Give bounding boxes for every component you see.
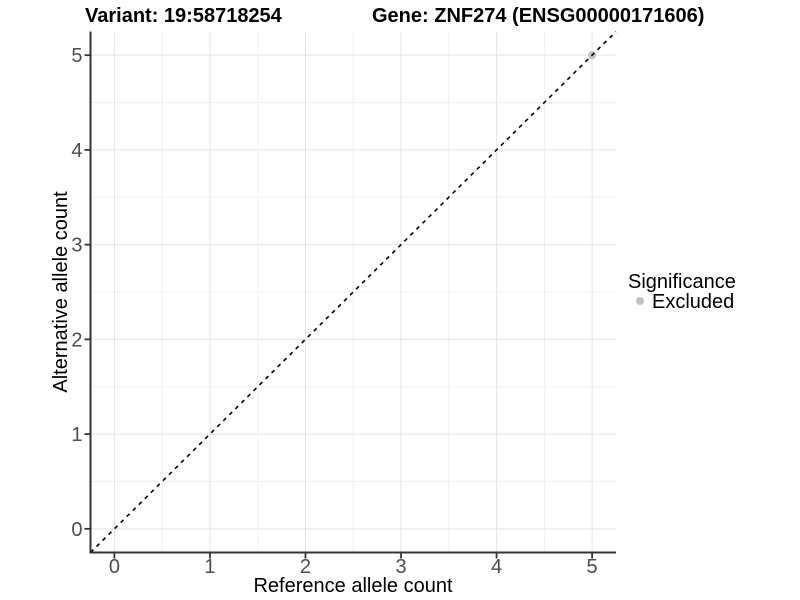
- legend-item-label-excluded: Excluded: [652, 291, 734, 313]
- x-tick-labels: 0 1 2 3 4 5: [109, 556, 598, 578]
- legend-title: Significance: [628, 271, 736, 293]
- y-tick-label: 3: [71, 235, 82, 257]
- plot-title-variant: Variant: 19:58718254: [85, 5, 283, 27]
- x-axis-title: Reference allele count: [253, 575, 452, 597]
- y-axis-title: Alternative allele count: [50, 191, 72, 393]
- x-tick-label: 4: [491, 556, 502, 578]
- x-tick-label: 0: [109, 556, 120, 578]
- x-tick-label: 3: [395, 556, 406, 578]
- x-tick-label: 1: [204, 556, 215, 578]
- y-tick-label: 1: [71, 424, 82, 446]
- grid-minor: [90, 31, 616, 553]
- axis-tick-marks: [84, 54, 594, 559]
- y-tick-label: 4: [71, 140, 82, 162]
- y-tick-label: 2: [71, 329, 82, 351]
- plot-title-gene: Gene: ZNF274 (ENSG00000171606): [372, 5, 704, 27]
- y-tick-label: 0: [71, 519, 82, 541]
- y-tick-label: 5: [71, 45, 82, 67]
- x-tick-label: 2: [300, 556, 311, 578]
- y-tick-labels: 0 1 2 3 4 5: [71, 45, 82, 541]
- legend-key-dot-excluded: [636, 297, 644, 305]
- grid-major: [90, 31, 616, 553]
- x-tick-label: 5: [587, 556, 598, 578]
